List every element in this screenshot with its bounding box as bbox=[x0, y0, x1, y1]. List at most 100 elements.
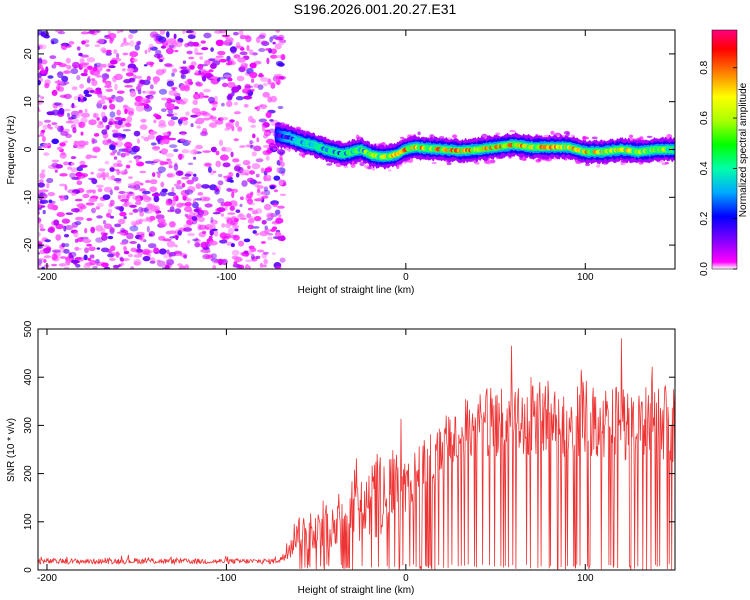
spectrogram-noise-blob bbox=[243, 95, 253, 100]
spectrogram-noise-blob bbox=[114, 73, 123, 81]
spectrogram-noise-blob bbox=[202, 249, 211, 254]
spectrogram-noise-blob bbox=[248, 115, 254, 123]
spectrogram-halo-blob bbox=[475, 161, 480, 165]
spectrogram-noise-blob bbox=[229, 179, 234, 183]
spectrogram-noise-blob bbox=[105, 125, 109, 131]
spectrogram-noise-blob bbox=[181, 182, 186, 188]
spectrogram-noise-blob bbox=[135, 105, 145, 112]
spectrogram-noise-blob bbox=[144, 49, 148, 55]
spectrogram-noise-blob bbox=[58, 107, 65, 115]
spectrogram-noise-blob bbox=[260, 167, 265, 173]
spectrogram-noise-blob bbox=[145, 216, 150, 222]
snr-xtick-label: -200 bbox=[37, 573, 57, 584]
spectrogram-noise-blob bbox=[258, 34, 266, 40]
spectrogram-noise-blob bbox=[59, 94, 67, 98]
spectrogram-noise-blob bbox=[38, 145, 42, 150]
spectrogram-noise-blob bbox=[234, 165, 241, 172]
spectrogram-noise-blob bbox=[256, 137, 260, 143]
spectrogram-noise-blob bbox=[177, 263, 183, 267]
spectrogram-noise-blob bbox=[217, 198, 225, 204]
spectrogram-noise-blob bbox=[59, 173, 68, 177]
spectrogram-noise-blob bbox=[111, 94, 116, 99]
spectrogram-noise-blob bbox=[210, 146, 217, 153]
spectrogram-noise-blob bbox=[239, 65, 246, 72]
spectrogram-noise-blob bbox=[149, 96, 154, 100]
spectrogram-noise-blob bbox=[139, 170, 147, 174]
spectrogram-noise-blob bbox=[159, 248, 167, 255]
spectrogram-noise-blob bbox=[235, 163, 241, 167]
spectrogram-noise-blob bbox=[274, 43, 282, 50]
spectrogram-noise-blob bbox=[262, 91, 271, 98]
spectrogram-noise-blob bbox=[259, 104, 268, 110]
spectrogram-xtick-label: -100 bbox=[216, 272, 236, 283]
spectrogram-noise-blob bbox=[138, 218, 143, 225]
spectrogram-noise-blob bbox=[109, 167, 115, 172]
spectrogram-noise-blob bbox=[227, 77, 233, 82]
spectrogram-noise-blob bbox=[40, 96, 45, 99]
spectrogram-noise-blob bbox=[87, 75, 91, 79]
spectrogram-noise-blob bbox=[273, 175, 281, 181]
spectrogram-noise-blob bbox=[61, 242, 66, 248]
spectrogram-noise-blob bbox=[221, 82, 228, 88]
spectrogram-noise-blob bbox=[65, 212, 73, 215]
spectrogram-noise-blob bbox=[74, 246, 80, 251]
spectrogram-noise-blob bbox=[249, 140, 255, 144]
spectrogram-noise-blob bbox=[202, 127, 208, 135]
spectrogram-noise-blob bbox=[165, 47, 174, 55]
spectrogram-noise-blob bbox=[183, 254, 188, 259]
spectrogram-noise-blob bbox=[85, 154, 92, 160]
spectrogram-noise-blob bbox=[231, 86, 240, 93]
spectrogram-noise-blob bbox=[165, 258, 174, 265]
spectrogram-noise-blob bbox=[246, 198, 254, 205]
spectrogram-noise-blob bbox=[51, 109, 60, 116]
spectrogram-noise-blob bbox=[270, 82, 276, 89]
spectrogram-noise-blob bbox=[61, 195, 68, 201]
spectrogram-noise-blob bbox=[92, 146, 101, 153]
spectrogram-noise-blob bbox=[116, 52, 120, 59]
snr-xtick-label: -100 bbox=[216, 573, 236, 584]
spectrogram-noise-blob bbox=[255, 173, 260, 178]
spectrogram-noise-blob bbox=[168, 44, 175, 49]
spectrogram-noise-blob bbox=[227, 60, 233, 65]
spectrogram-noise-blob bbox=[185, 111, 190, 116]
spectrogram-noise-blob bbox=[56, 212, 65, 217]
spectrogram-noise-blob bbox=[224, 216, 232, 220]
spectrogram-noise-blob bbox=[118, 218, 126, 225]
spectrogram-noise-blob bbox=[173, 163, 179, 171]
spectrogram-noise-blob bbox=[192, 41, 200, 47]
spectrogram-noise-blob bbox=[70, 68, 79, 75]
spectrogram-noise-blob bbox=[143, 195, 152, 203]
spectrogram-noise-blob bbox=[163, 253, 169, 259]
spectrogram-noise-blob bbox=[158, 221, 167, 228]
spectrogram-noise-blob bbox=[216, 207, 226, 213]
spectrogram-noise-blob bbox=[129, 51, 139, 58]
spectrogram-noise-blob bbox=[101, 171, 106, 178]
spectrogram-noise-blob bbox=[260, 241, 266, 244]
spectrogram-noise-blob bbox=[196, 125, 201, 129]
spectrogram-noise-blob bbox=[261, 41, 270, 47]
spectrogram-noise-blob bbox=[96, 184, 104, 188]
spectrogram-noise-blob bbox=[210, 63, 217, 69]
spectrogram-noise-blob bbox=[167, 109, 174, 114]
spectrogram-noise-blob bbox=[258, 48, 266, 52]
spectrogram-noise-blob bbox=[269, 36, 273, 43]
spectrogram-noise-blob bbox=[176, 203, 184, 208]
spectrogram-noise-blob bbox=[79, 164, 88, 168]
spectrogram-noise-blob bbox=[250, 254, 255, 260]
spectrogram-noise-blob bbox=[259, 262, 264, 268]
spectrogram-noise-blob bbox=[159, 160, 165, 166]
spectrogram-noise-blob bbox=[90, 226, 96, 234]
spectrogram-noise-blob bbox=[192, 99, 198, 105]
spectrogram-noise-blob bbox=[233, 138, 239, 142]
spectrogram-noise-blob bbox=[230, 151, 234, 158]
spectrogram-noise-blob bbox=[262, 264, 267, 268]
spectrogram-noise-blob bbox=[200, 241, 208, 249]
spectrogram-noise-blob bbox=[81, 40, 86, 45]
spectrogram-noise-blob bbox=[31, 175, 38, 179]
spectrogram-noise-blob bbox=[210, 76, 219, 79]
spectrogram-noise-blob bbox=[197, 192, 204, 196]
spectrogram-noise-blob bbox=[251, 210, 258, 215]
spectrogram-noise-blob bbox=[229, 58, 235, 65]
spectrogram-noise-blob bbox=[182, 97, 189, 104]
spectrogram-noise-blob bbox=[216, 77, 221, 82]
